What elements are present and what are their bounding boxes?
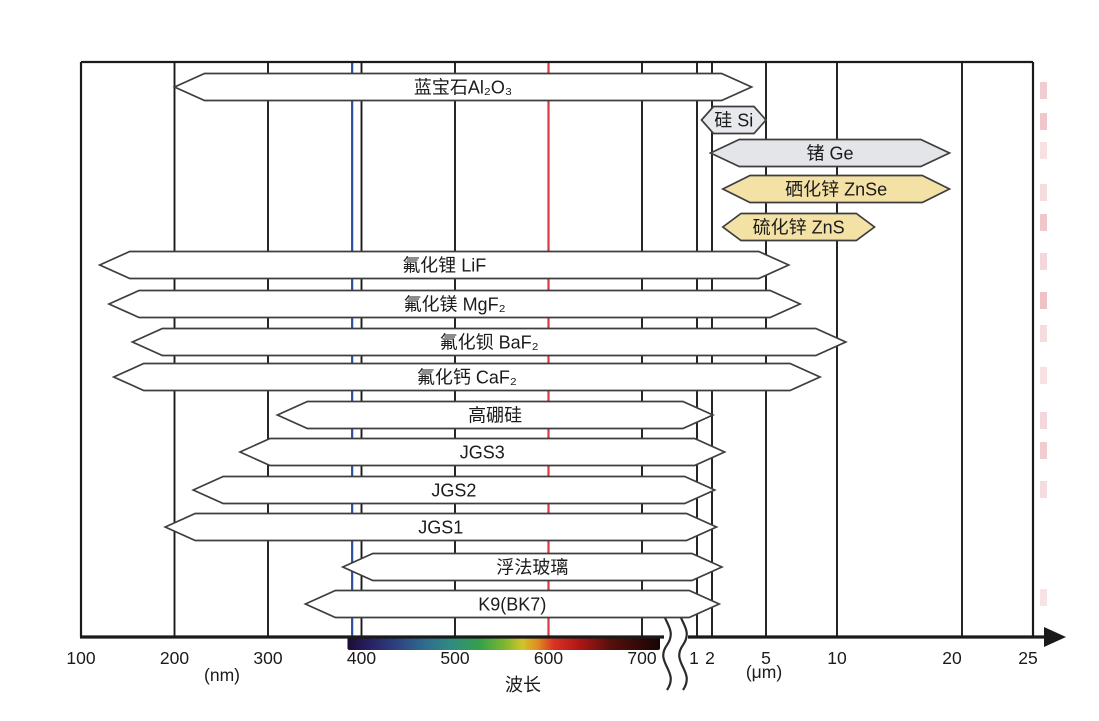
material-bar [721,212,876,242]
material-label: 硅 Si [714,111,753,131]
material-label: 高硼硅 [468,406,522,426]
material-bar [720,174,952,204]
watermark-artifact [1040,253,1047,270]
watermark-artifact [1040,113,1047,130]
watermark-artifact [1040,325,1047,342]
material-label: JGS3 [460,443,505,463]
material-label: 氟化钡 BaF₂ [440,333,539,353]
material-bar [237,437,727,467]
watermark-artifact [1040,442,1047,459]
material-bar [303,589,722,619]
material-bar [111,362,823,392]
material-bar [191,475,717,505]
watermark-artifact [1040,367,1047,384]
um-tick-label: 1 [689,648,699,668]
material-label: 浮法玻璃 [496,558,568,578]
material-label: 硒化锌 ZnSe [785,180,887,200]
nm-tick-label: 500 [440,648,469,668]
watermark-artifact [1040,292,1047,309]
axis-arrowhead [1044,627,1066,647]
um-tick-label: 20 [942,648,962,668]
watermark-artifact [1040,481,1047,498]
material-label: JGS1 [418,518,463,538]
material-bar [130,327,848,357]
watermark-artifact [1040,142,1047,159]
material-label: JGS2 [431,481,476,501]
material-label: 锗 Ge [806,144,853,164]
material-bar [275,400,715,430]
material-bar [340,552,724,582]
material-label: 蓝宝石Al₂O₃ [414,78,512,98]
watermark-artifact [1040,412,1047,429]
watermark-artifact [1040,82,1047,99]
material-bar [172,72,754,102]
material-label: 氟化锂 LiF [402,256,486,276]
watermark-artifact [1040,184,1047,201]
material-bar [163,512,719,542]
x-axis-title: 波长 [505,675,541,695]
nm-tick-label: 700 [627,648,656,668]
material-label: K9(BK7) [478,595,546,615]
nm-tick-label: 200 [160,648,189,668]
nm-tick-label: 100 [66,648,95,668]
nm-unit-label: (nm) [204,665,240,685]
visible-spectrum-bar [347,636,660,650]
material-bar [700,105,768,135]
material-bar [97,250,791,280]
um-tick-label: 5 [761,648,771,668]
watermark-artifact [1040,214,1047,231]
material-label: 氟化钙 CaF₂ [417,368,517,388]
um-tick-label: 2 [705,648,715,668]
material-bar [708,138,952,168]
um-tick-label: 25 [1018,648,1037,668]
material-label: 氟化镁 MgF₂ [404,295,506,315]
um-unit-label: (μm) [746,662,782,682]
nm-tick-label: 600 [534,648,563,668]
material-bar [106,289,803,319]
nm-tick-label: 300 [253,648,282,668]
watermark-artifact [1040,589,1047,606]
material-label: 硫化锌 ZnS [753,218,845,238]
um-tick-label: 10 [827,648,847,668]
nm-tick-label: 400 [347,648,376,668]
